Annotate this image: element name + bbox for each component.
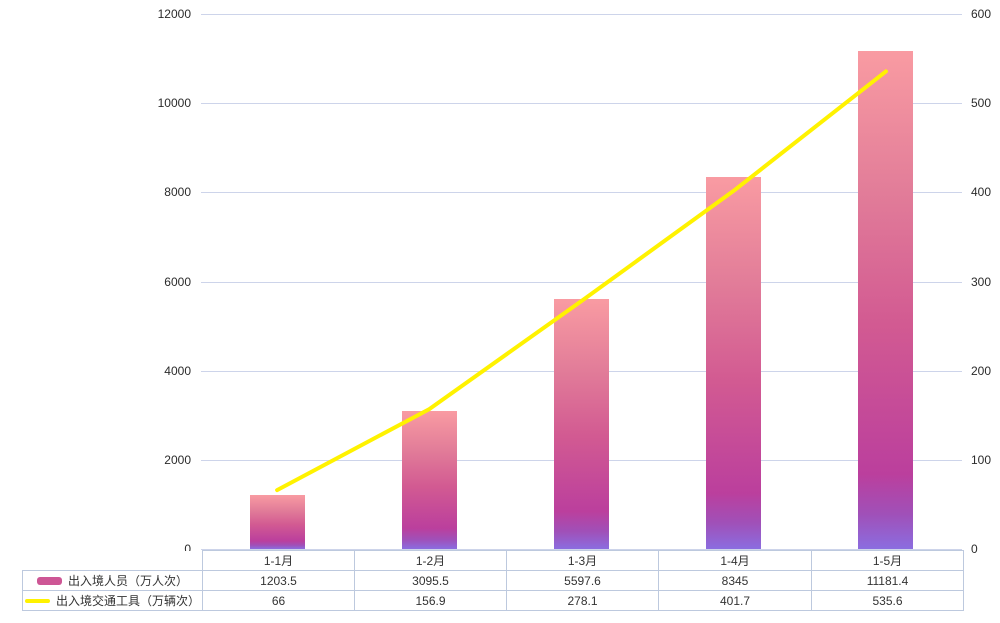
right-y-axis-tick: 600 [971,7,992,21]
line-value-cell: 278.1 [506,590,660,611]
category-header-cell: 1-1月 [202,550,356,571]
line-value-cell: 156.9 [354,590,508,611]
gridline [201,103,962,105]
right-y-axis-tick: 400 [971,185,992,200]
left-y-axis-tick: 4000 [164,363,191,378]
left-y-axis-tick: 10000 [157,96,191,111]
line-series[interactable] [275,69,888,493]
table-row: 出入境人员（万人次） 1203.5 3095.5 5597.6 8345 11181.4 [21,570,965,591]
bar-4[interactable] [858,50,914,549]
category-header-cell: 1-3月 [506,550,660,571]
bar-value-cell: 3095.5 [354,570,508,591]
gridline [201,549,962,550]
bar-0[interactable] [249,495,305,549]
left-y-axis-tick: 6000 [164,274,191,289]
bar-1[interactable] [401,411,457,549]
table-header-row: 1-1月 1-2月 1-3月 1-4月 1-5月 [22,550,965,571]
left-y-axis-tick: 2000 [164,452,191,467]
right-y-axis-tick: 300 [971,274,992,289]
legend-bar-series[interactable]: 出入境人员（万人次） [21,570,204,591]
right-y-axis-tick: 0 [971,542,978,556]
category-header-cell: 1-5月 [811,550,965,571]
table-row: 出入境交通工具（万辆次） 66 156.9 278.1 401.7 535.6 [21,590,965,611]
line-series-svg [275,69,888,493]
left-y-axis-tick: 8000 [164,185,191,200]
category-header-cell: 1-2月 [354,550,508,571]
category-header-cell: 1-4月 [658,550,813,571]
right-y-axis-tick: 100 [971,452,992,467]
bar-value-cell: 1203.5 [202,570,356,591]
gridline [201,281,962,283]
data-table: 1-1月 1-2月 1-3月 1-4月 1-5月出入境人员（万人次） 1203.5 3095… [21,550,965,611]
gridline [201,14,962,15]
right-y-axis-tick: 500 [971,96,992,111]
right-y-axis-tick: 200 [971,363,992,378]
bar-series-swatch-icon [37,576,62,585]
bar-2[interactable] [554,299,609,549]
left-y-axis-tick: 12000 [157,7,191,21]
bar-value-cell: 8345 [658,570,813,591]
series-name-label: 出入境交通工具（万辆次） [56,594,201,608]
line-value-cell: 401.7 [658,590,813,611]
table-corner-cell [22,550,203,571]
line-value-cell: 66 [202,590,356,611]
series-name-label: 出入境人员（万人次） [68,574,189,588]
line-value-cell: 535.6 [811,590,965,611]
bar-value-cell: 5597.6 [506,570,660,591]
gridline [201,192,962,194]
line-series-swatch-icon [25,598,50,603]
bar-3[interactable] [706,177,762,549]
left-y-axis-tick: 0 [184,542,191,556]
bar-value-cell: 11181.4 [811,570,965,591]
legend-line-series[interactable]: 出入境交通工具（万辆次） [21,590,204,611]
